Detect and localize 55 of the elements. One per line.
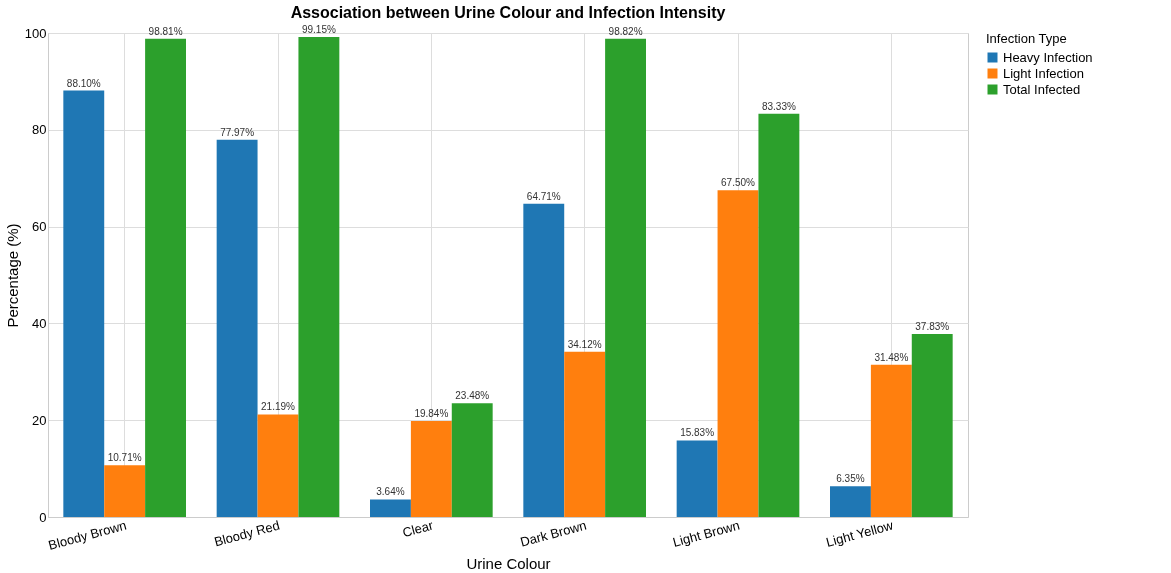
x-axis-title: Urine Colour xyxy=(466,554,551,572)
bar xyxy=(257,414,299,517)
x-tick-label: Light Brown xyxy=(671,517,742,550)
bar xyxy=(63,90,105,517)
bar xyxy=(717,190,759,517)
bar xyxy=(523,203,565,517)
bar xyxy=(370,499,411,517)
data-label: 77.97% xyxy=(220,126,255,138)
legend-label: Total Infected xyxy=(1003,81,1081,97)
bar xyxy=(104,465,146,517)
x-tick-label: Clear xyxy=(400,517,436,541)
data-label: 67.50% xyxy=(721,177,756,189)
data-label: 15.83% xyxy=(680,427,715,439)
data-label: 98.82% xyxy=(608,25,643,37)
y-tick-label: 100 xyxy=(24,25,47,41)
bar xyxy=(145,38,186,517)
data-label: 3.64% xyxy=(376,486,405,498)
data-label: 99.15% xyxy=(301,24,336,36)
chart-title: Association between Urine Colour and Infection Intensity xyxy=(290,4,726,22)
y-axis-title: Percentage (%) xyxy=(3,223,21,328)
legend-title: Infection Type xyxy=(986,31,1067,46)
y-tick-label: 20 xyxy=(32,412,47,428)
bar xyxy=(410,420,452,517)
bar xyxy=(451,403,493,517)
data-label: 64.71% xyxy=(526,190,561,202)
data-label: 6.35% xyxy=(836,473,865,485)
data-label: 10.71% xyxy=(107,452,142,464)
data-label: 88.10% xyxy=(66,77,101,89)
data-label: 21.19% xyxy=(261,401,296,413)
bar xyxy=(911,333,953,517)
y-tick-label: 40 xyxy=(32,315,47,331)
data-label: 34.12% xyxy=(567,338,602,350)
data-label: 31.48% xyxy=(874,351,909,363)
data-label: 37.83% xyxy=(915,320,950,332)
x-tick-label: Dark Brown xyxy=(518,517,589,550)
x-tick-label: Light Yellow xyxy=(824,517,896,550)
x-tick-label: Bloody Red xyxy=(212,517,282,550)
data-label: 19.84% xyxy=(414,407,449,419)
data-label: 98.81% xyxy=(148,25,183,37)
bar xyxy=(870,364,912,517)
y-tick-label: 80 xyxy=(32,122,47,138)
bar xyxy=(564,351,606,517)
x-tick-label: Bloody Brown xyxy=(46,517,129,553)
legend-label: Light Infection xyxy=(1003,65,1084,81)
bar xyxy=(298,37,340,517)
bar xyxy=(605,38,646,517)
bar xyxy=(758,113,800,517)
data-label: 23.48% xyxy=(455,390,490,402)
bar xyxy=(830,486,871,517)
bar xyxy=(216,139,258,517)
data-label: 83.33% xyxy=(761,100,796,112)
legend-label: Heavy Infection xyxy=(1003,49,1093,65)
y-tick-label: 0 xyxy=(39,509,47,525)
y-tick-label: 60 xyxy=(32,219,47,235)
bar xyxy=(676,440,718,517)
